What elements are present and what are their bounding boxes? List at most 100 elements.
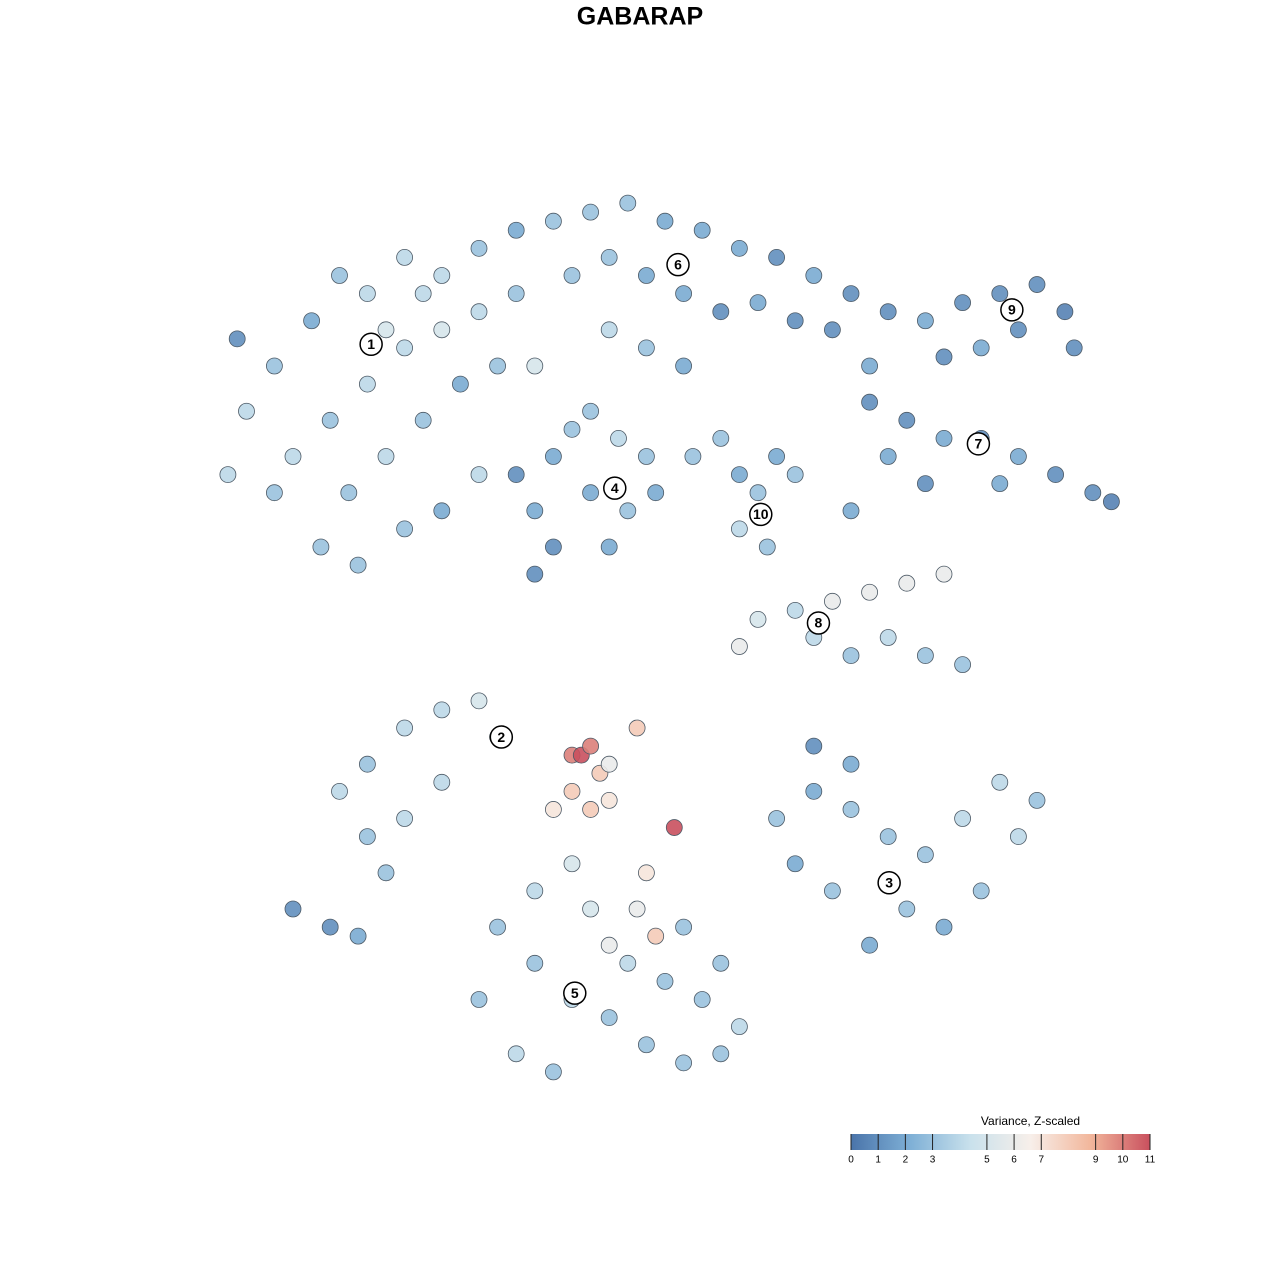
cluster-label: 7 [975,436,983,452]
point [377,448,395,465]
cluster-marker [603,476,627,500]
point [396,810,414,827]
point [917,312,934,330]
point [768,248,785,266]
point [1010,321,1027,339]
point [861,393,878,411]
cluster-label: 10 [753,506,769,522]
point [842,801,860,818]
point [545,212,562,230]
point [731,638,748,655]
point [749,611,767,628]
point [545,448,562,465]
point [582,402,599,420]
point [312,538,330,556]
cluster-label: 1 [367,336,375,352]
point [954,810,971,827]
point [675,357,692,375]
point [824,321,841,339]
cluster-label: 5 [571,985,579,1001]
colorbar-tick-label: 9 [1093,1155,1099,1166]
point [284,448,302,465]
point [600,248,618,266]
cluster-label: 3 [885,874,893,890]
cluster-label: 6 [674,256,682,272]
point [545,801,562,818]
point [600,321,618,339]
point [861,357,878,375]
point [433,502,451,520]
point [647,484,665,502]
point [470,239,488,257]
point [600,792,618,809]
point [712,954,730,972]
point [647,927,665,945]
point [898,574,916,592]
point [935,348,953,366]
point [563,420,581,438]
point [600,755,618,773]
point [619,194,637,212]
point [377,321,395,339]
point [1047,466,1064,484]
point [600,1009,618,1026]
point [219,466,237,484]
colorbar-tick-label: 6 [1011,1155,1017,1166]
point [563,267,581,284]
cluster-marker [489,725,514,749]
point [665,819,683,836]
point [628,719,646,737]
point [805,782,823,800]
point [563,782,581,800]
point [879,828,897,845]
point [656,212,674,230]
point [358,755,376,773]
point [1065,339,1083,357]
point [582,484,599,502]
cluster-marker [1000,298,1024,322]
point [507,466,525,484]
point [861,936,878,954]
point [526,502,544,520]
point [879,629,897,646]
point [638,339,655,357]
point [433,773,451,791]
point [582,737,599,755]
point [758,538,776,556]
cluster-label: 2 [497,729,505,745]
point [358,828,376,845]
point [1028,792,1046,809]
point [684,448,702,465]
cluster-label: 8 [815,615,823,631]
cluster-marker [806,611,831,635]
point [712,429,730,447]
point [545,538,562,556]
point [749,484,767,502]
point [628,900,646,918]
point [693,991,711,1008]
point [712,1045,730,1063]
point [638,864,655,882]
point [656,973,674,990]
point [265,484,283,502]
point [786,601,804,619]
point [935,565,953,583]
point [638,1036,655,1054]
cluster-marker [966,432,991,456]
chart-title: GABARAP [577,3,703,31]
point [470,692,488,710]
point [1103,493,1120,511]
point [786,466,804,484]
colorbar-tick-label: 1 [875,1155,881,1166]
colorbar [851,1134,1150,1150]
colorbar-title: Variance, Z-scaled [981,1114,1080,1128]
point [610,429,627,447]
point [824,592,841,610]
point [489,918,507,936]
point [238,402,255,420]
point [842,285,860,303]
point [991,475,1009,493]
cluster-marker [749,502,773,527]
colorbar-tick-label: 3 [930,1155,936,1166]
point [991,773,1009,791]
